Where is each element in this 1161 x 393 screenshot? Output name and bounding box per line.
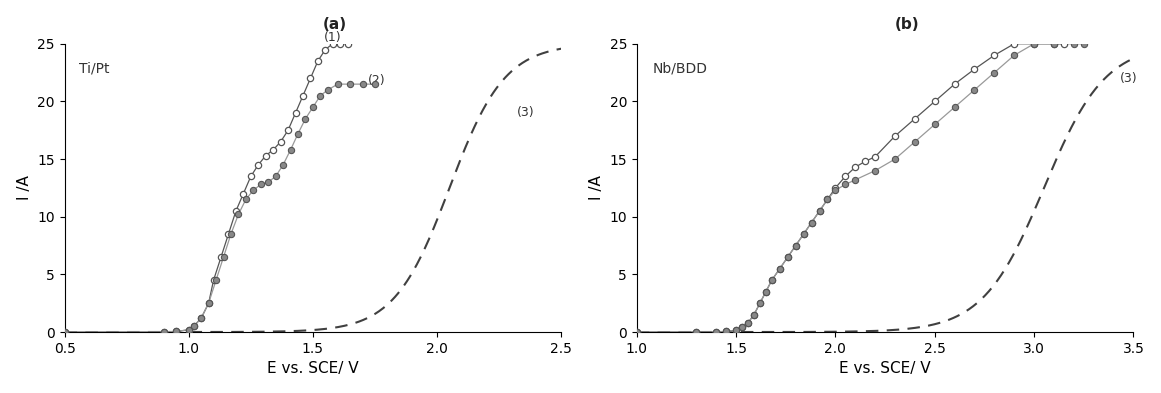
Text: (2): (2) xyxy=(368,74,385,87)
Text: (b): (b) xyxy=(895,17,920,32)
Text: Ti/Pt: Ti/Pt xyxy=(79,61,110,75)
Text: (a): (a) xyxy=(323,17,347,32)
Y-axis label: I /A: I /A xyxy=(16,176,31,200)
Text: (3): (3) xyxy=(517,107,534,119)
Y-axis label: I /A: I /A xyxy=(589,176,604,200)
Text: (1): (1) xyxy=(324,31,341,44)
X-axis label: E vs. SCE/ V: E vs. SCE/ V xyxy=(839,361,931,376)
X-axis label: E vs. SCE/ V: E vs. SCE/ V xyxy=(267,361,359,376)
Text: Nb/BDD: Nb/BDD xyxy=(652,61,707,75)
Text: (3): (3) xyxy=(1119,72,1137,85)
